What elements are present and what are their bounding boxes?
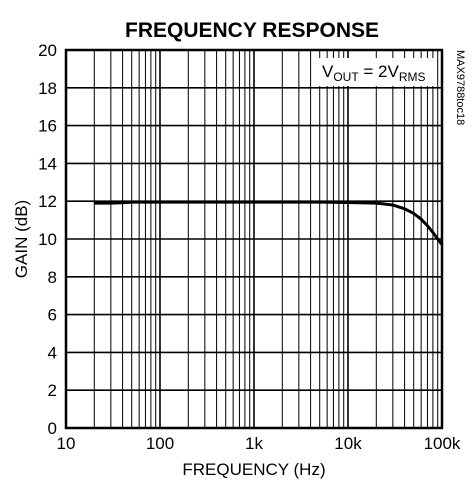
y-tick-label: 18 [38,79,57,98]
gain-curve [94,200,444,246]
y-tick-label: 6 [48,306,57,325]
x-tick-label: 1k [245,434,263,453]
y-tick-label: 4 [48,343,57,362]
x-tick-label: 10k [334,434,362,453]
y-axis-tick-labels: 0 2 4 6 8 10 12 14 16 18 20 [38,41,57,438]
x-axis-label: FREQUENCY (Hz) [182,460,325,479]
y-tick-label: 14 [38,154,57,173]
x-tick-label: 10 [57,434,76,453]
x-tick-label: 100k [424,434,461,453]
x-axis-tick-labels: 10 100 1k 10k 100k [57,434,461,453]
y-tick-label: 16 [38,117,57,136]
x-tick-label: 100 [146,434,174,453]
y-tick-label: 0 [48,419,57,438]
part-id-label: MAX9788toc18 [454,50,466,125]
y-tick-label: 10 [38,230,57,249]
chart-title: FREQUENCY RESPONSE [125,19,379,42]
y-tick-label: 8 [48,268,57,287]
y-tick-label: 12 [38,192,57,211]
y-tick-label: 2 [48,381,57,400]
vout-annotation: VOUT = 2VRMS [322,62,426,84]
plot-frame [64,48,444,430]
annotation-background [318,58,436,86]
y-tick-label: 20 [38,41,57,60]
y-axis-label: GAIN (dB) [12,200,31,278]
